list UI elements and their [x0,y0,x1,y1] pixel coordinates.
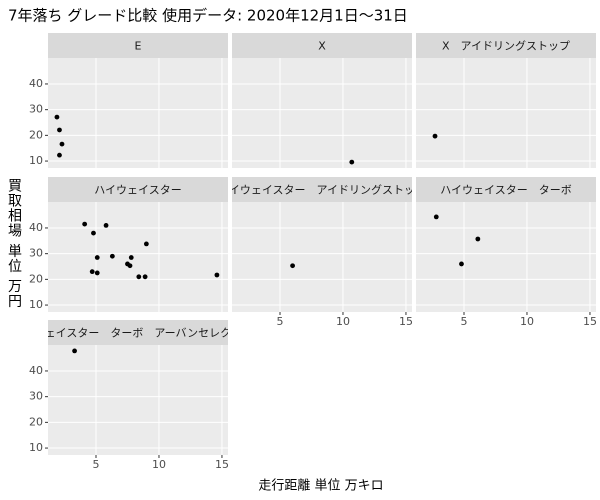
panel-background [232,202,412,312]
panel-background [232,58,412,168]
facet-panel: E 10 20 30 40 [29,33,228,168]
point [128,255,134,260]
y-tick-label: 30 [29,103,43,116]
point [57,127,62,133]
strip [48,33,228,58]
point [59,141,65,147]
point [433,214,439,220]
point [91,230,96,236]
x-tick-label: 10 [336,315,350,328]
x-tick-label: 15 [215,458,229,471]
point [72,348,77,354]
point [432,133,438,139]
point [143,241,149,247]
strip-label: ハイウェイスター アイドリングストップ [218,183,426,197]
strip-label: X アイドリングストップ [442,39,570,53]
chart-title: 7年落ち グレード比較 使用データ: 2020年12月1日～31日 [8,7,408,25]
panel-background [48,58,228,168]
x-tick-label: 15 [583,315,597,328]
strip-label: ハイウェイスター ターボ [440,184,571,197]
facet-panel: ハイウェイスター ターボ アーバンセレクション 10 20 30 40 5 10 15 [12,320,264,471]
facet-panel: ハイウェイスター アイドリングストップ 5 10 15 [218,177,426,328]
y-tick-label: 40 [29,364,43,377]
y-tick-label: 40 [29,77,43,90]
strip [232,33,412,58]
strip [416,177,596,202]
facet-panel: ハイウェイスター 10 20 30 40 [29,177,228,312]
panel-background [416,58,596,168]
x-tick-label: 5 [276,315,283,328]
strip-label: X [318,40,326,53]
y-tick-label: 20 [29,128,43,141]
point [214,272,220,278]
y-tick-label: 10 [29,154,43,167]
strip [416,33,596,58]
strip [48,177,228,202]
point [475,236,481,242]
strip-label: ハイウェイスター ターボ アーバンセレクション [12,327,264,340]
point [349,159,355,165]
panel-background [416,202,596,312]
point [103,222,109,228]
y-tick-label: 10 [29,298,43,311]
x-tick-label: 5 [460,315,467,328]
point [142,274,148,280]
strip [232,177,412,202]
y-tick-label: 20 [29,272,43,285]
point [82,221,88,227]
y-tick-label: 10 [29,441,43,454]
strip-label: ハイウェイスター [94,184,181,197]
strip-label: E [135,40,142,53]
point [127,263,133,269]
x-axis-label: 走行距離 単位 万キロ [258,478,383,494]
point [290,263,295,269]
x-tick-label: 10 [520,315,534,328]
point [109,253,115,259]
facet-panel: X [232,33,412,168]
point [54,114,60,120]
strip [48,320,228,345]
y-tick-label: 40 [29,221,43,234]
point [94,270,100,276]
facet-panel: X アイドリングストップ [416,33,596,168]
y-tick-label: 30 [29,390,43,403]
y-tick-label: 30 [29,247,43,260]
panel-background [48,202,228,312]
x-tick-label: 5 [92,458,99,471]
point [94,255,100,260]
y-tick-label: 20 [29,415,43,428]
facet-panel: ハイウェイスター ターボ 5 10 15 [416,177,597,328]
point [89,269,95,275]
point [459,261,464,267]
panel-background [48,345,228,455]
x-tick-label: 15 [399,315,413,328]
x-tick-label: 10 [152,458,166,471]
y-axis-label: 買取相場 単位 万円 [6,178,22,309]
point [57,152,62,158]
point [136,274,142,280]
